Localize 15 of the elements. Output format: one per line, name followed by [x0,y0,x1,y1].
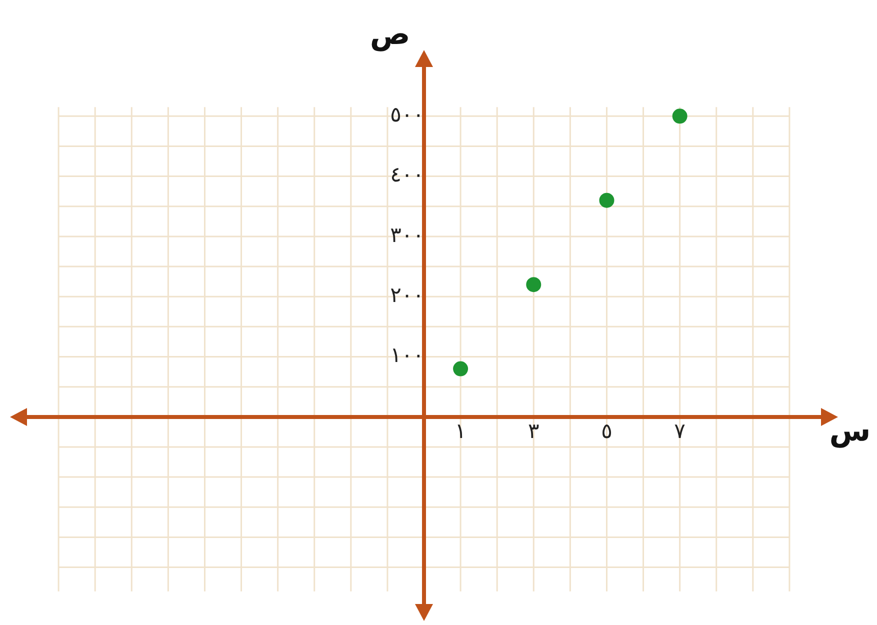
point [599,192,614,208]
y-tick-label: ٣٠٠ [390,222,424,247]
x-tick-label: ١ [454,418,466,443]
x-tick-label: ٥ [601,418,612,443]
y-tick-label: ٥٠٠ [390,102,424,127]
x-tick-label: ٧ [674,418,686,443]
y-tick-label: ٢٠٠ [390,283,424,308]
point [453,361,468,376]
x-axis-title: س [829,414,871,449]
x-tick-label: ٣ [528,418,540,443]
y-tick-label: ١٠٠ [390,343,424,368]
point [526,277,542,292]
y-axis-title: ص [370,16,410,52]
y-tick-label: ٤٠٠ [390,162,424,187]
point [672,108,688,124]
